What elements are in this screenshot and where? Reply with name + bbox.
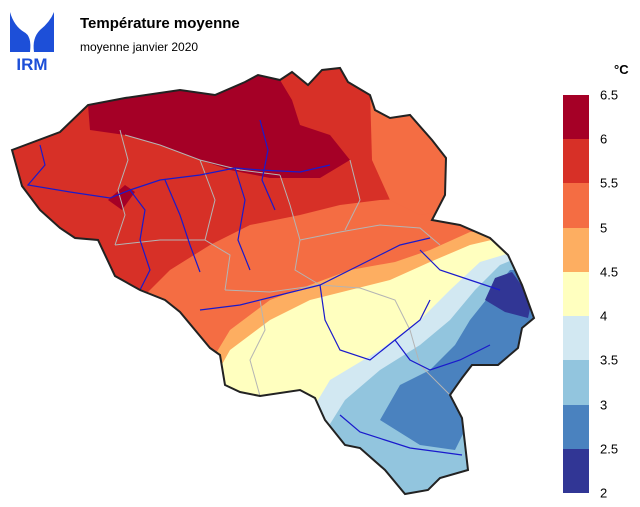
legend-band — [563, 271, 589, 317]
river-line — [259, 119, 276, 211]
border-line — [299, 224, 441, 246]
map-subtitle: moyenne janvier 2020 — [80, 40, 199, 54]
river-line — [234, 167, 251, 271]
legend-band — [563, 448, 589, 494]
river-line — [164, 179, 201, 273]
legend-tick-label: 5.5 — [600, 175, 619, 191]
border-line — [124, 134, 281, 176]
legend-tick-label: 3 — [600, 397, 608, 413]
river-line — [129, 189, 151, 291]
legend-band — [563, 316, 589, 361]
zone-2-2.5 — [485, 272, 532, 318]
legend-tick-label: 4.5 — [600, 264, 619, 280]
legend-tick-label: 3.5 — [600, 352, 619, 368]
legend-band — [563, 139, 589, 184]
map-title: Température moyenne — [80, 15, 240, 32]
river-line — [26, 144, 331, 199]
rivers — [26, 119, 501, 456]
logo-shape-left — [10, 12, 31, 52]
legend-unit: °C — [614, 62, 629, 77]
border-line — [249, 299, 266, 397]
border-line — [224, 284, 411, 331]
logo-shape-right — [33, 12, 54, 52]
legend-band — [563, 404, 589, 450]
legend-tick-label: 2.5 — [600, 441, 619, 457]
river-line — [319, 284, 431, 361]
legend-tick-label: 2 — [600, 485, 608, 501]
legend-band — [563, 360, 589, 406]
border-line — [114, 239, 205, 246]
legend-tick-label: 6 — [600, 131, 608, 147]
legend-band — [563, 183, 589, 229]
belgium-outline — [10, 66, 536, 496]
irm-logo: IRM — [10, 12, 54, 72]
legend-tick-label: 4 — [600, 308, 608, 324]
border-line — [344, 159, 361, 231]
legend-band — [563, 95, 589, 140]
province-borders — [114, 129, 451, 397]
river-line — [339, 414, 463, 456]
color-legend — [563, 95, 589, 494]
border-line — [114, 129, 129, 246]
logo-text: IRM — [16, 55, 47, 72]
river-line — [419, 249, 501, 291]
river-line — [394, 339, 491, 371]
legend-band — [563, 227, 589, 273]
zone-6-6.5 — [88, 75, 350, 178]
legend-tick-label: 6.5 — [600, 87, 619, 103]
legend-tick-label: 5 — [600, 220, 608, 236]
